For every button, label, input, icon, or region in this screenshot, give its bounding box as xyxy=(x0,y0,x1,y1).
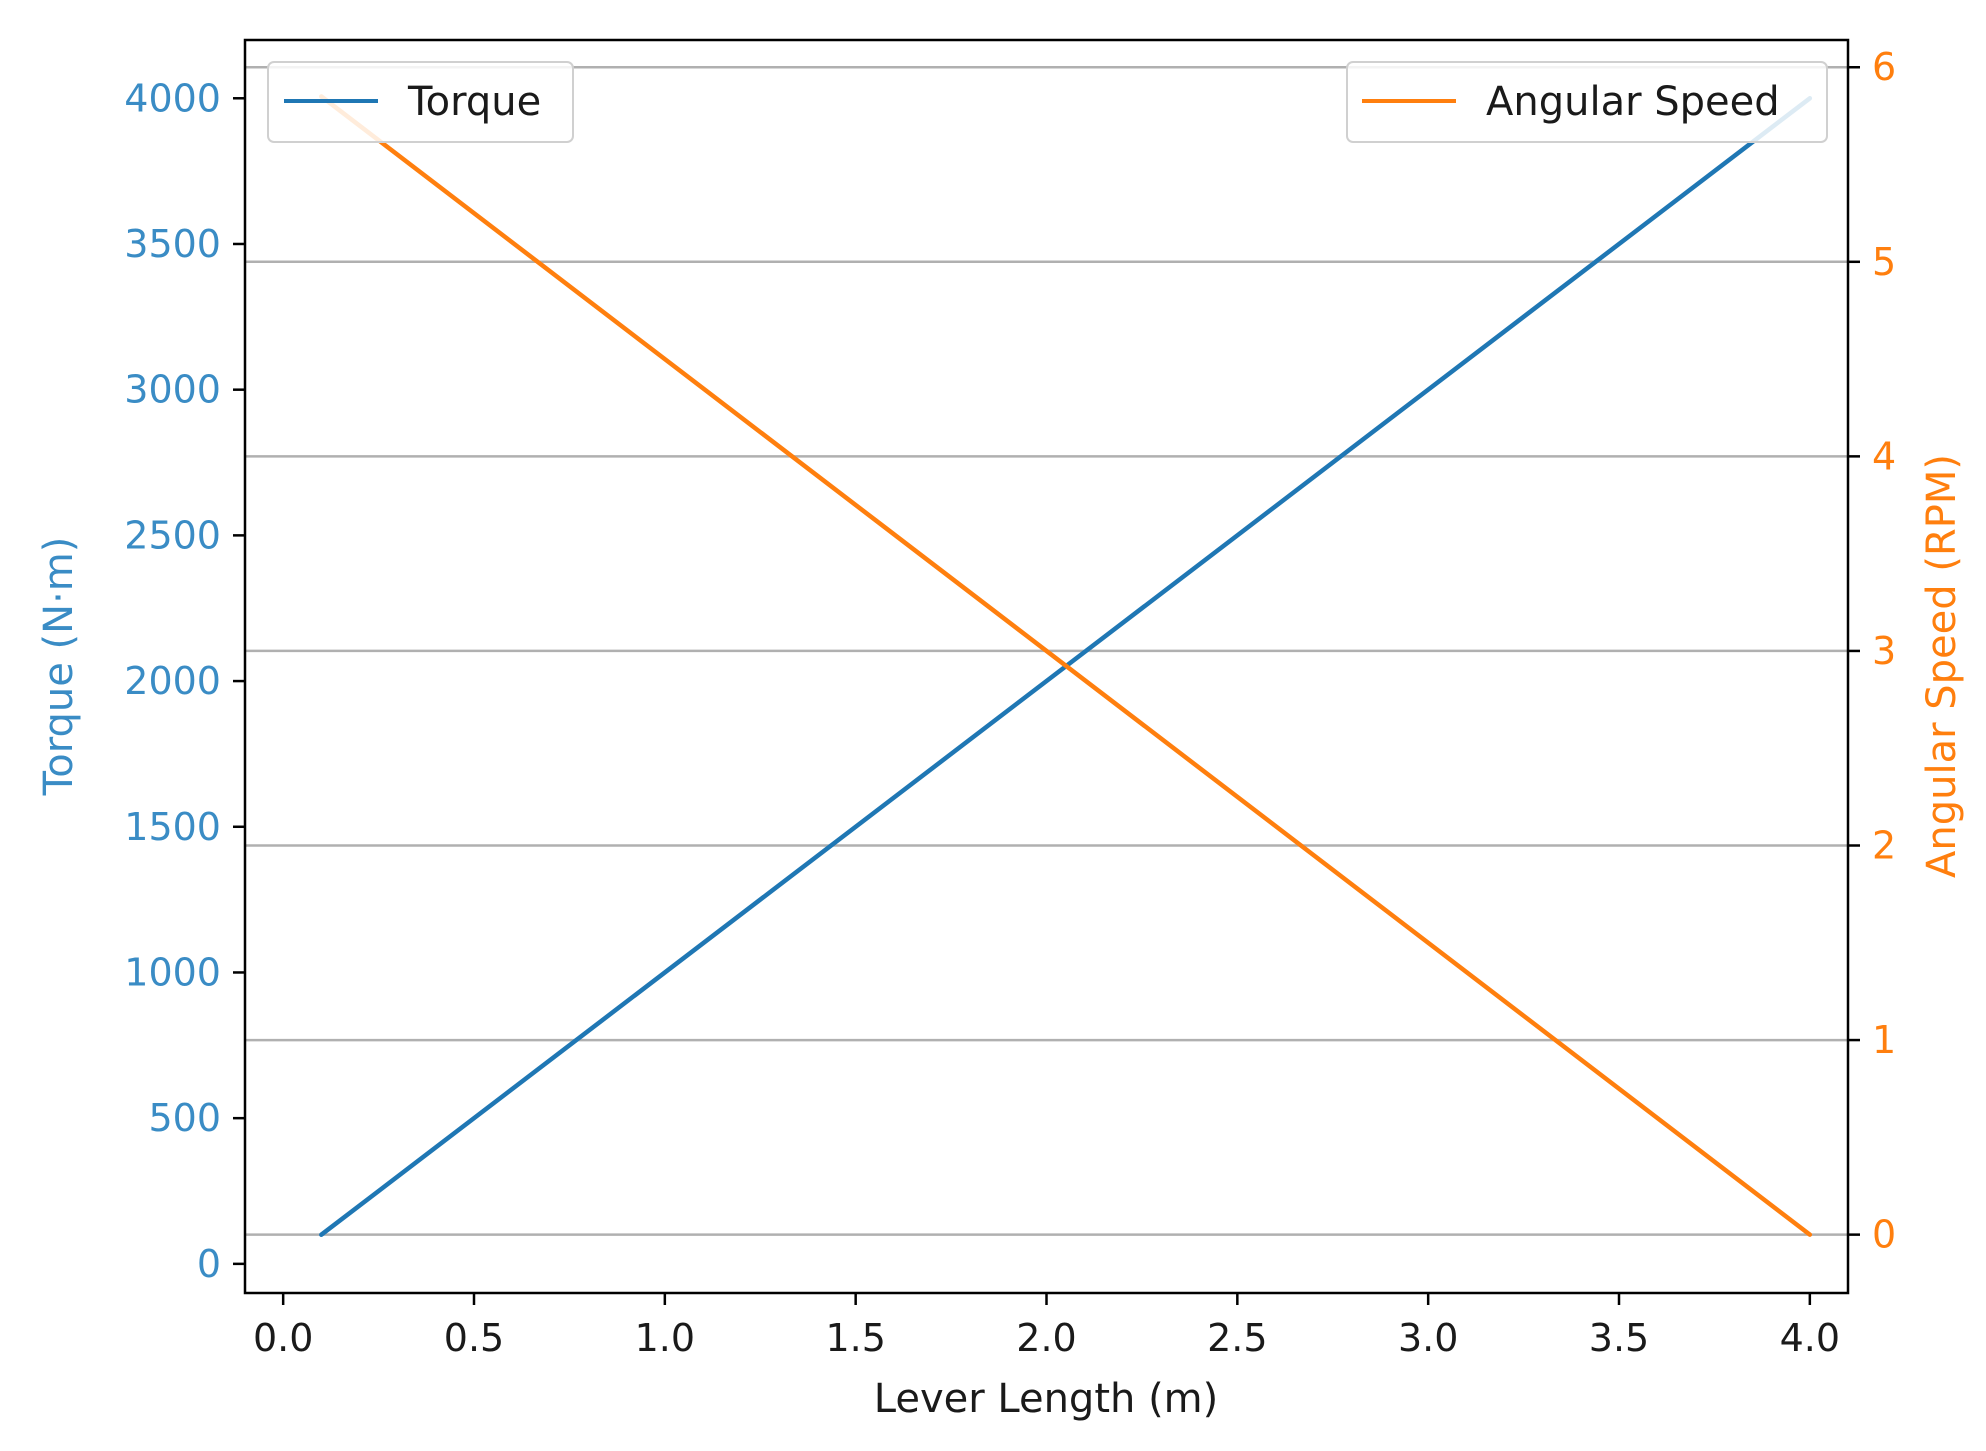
left-y-tick-label: 0 xyxy=(197,1242,221,1286)
left-y-tick-label: 1000 xyxy=(124,950,221,994)
x-tick-label: 1.5 xyxy=(825,1316,885,1360)
right-y-tick-label: 3 xyxy=(1872,629,1896,673)
x-tick-label: 4.0 xyxy=(1780,1316,1840,1360)
left-y-tick-label: 1500 xyxy=(124,805,221,849)
legend-torque-label: Torque xyxy=(407,79,541,125)
right-y-tick-label: 2 xyxy=(1872,824,1896,868)
left-y-axis-ticks: 0 500 1000 1500 2000 2500 3000 3500 4000 xyxy=(124,76,245,1286)
left-y-tick-label: 4000 xyxy=(124,76,221,120)
left-y-axis-label: Torque (N·m) xyxy=(36,537,82,797)
right-y-axis-ticks: 0 1 2 3 4 5 6 xyxy=(1848,45,1896,1257)
x-tick-label: 1.0 xyxy=(635,1316,695,1360)
right-y-tick-label: 4 xyxy=(1872,434,1896,478)
left-y-tick-label: 500 xyxy=(148,1096,221,1140)
x-tick-label: 2.5 xyxy=(1207,1316,1267,1360)
plot-frame xyxy=(243,38,1850,1295)
legend-left: Torque xyxy=(267,61,574,143)
x-tick-label: 3.5 xyxy=(1589,1316,1649,1360)
x-axis-label: Lever Length (m) xyxy=(874,1376,1219,1422)
x-tick-label: 3.0 xyxy=(1398,1316,1458,1360)
x-tick-label: 2.0 xyxy=(1016,1316,1076,1360)
right-y-tick-label: 5 xyxy=(1872,240,1896,284)
right-y-tick-label: 0 xyxy=(1872,1213,1896,1257)
right-y-tick-label: 6 xyxy=(1872,45,1896,89)
series-lines xyxy=(319,94,1813,1237)
angular-speed-line xyxy=(319,94,1813,1237)
x-tick-label: 0.0 xyxy=(253,1316,313,1360)
legend-right: Angular Speed xyxy=(1346,61,1828,143)
legend-angular-speed-label: Angular Speed xyxy=(1486,79,1780,125)
legend-left-box xyxy=(267,61,574,143)
left-y-tick-label: 3500 xyxy=(124,222,221,266)
left-y-tick-label: 2000 xyxy=(124,659,221,703)
left-y-tick-label: 2500 xyxy=(124,513,221,557)
left-y-tick-label: 3000 xyxy=(124,368,221,412)
x-tick-label: 0.5 xyxy=(444,1316,504,1360)
legend-right-box xyxy=(1346,61,1828,143)
x-axis-ticks: 0.0 0.5 1.0 1.5 2.0 2.5 3.0 3.5 4.0 xyxy=(253,1293,1840,1360)
right-y-tick-label: 1 xyxy=(1872,1018,1896,1062)
right-y-axis-label: Angular Speed (RPM) xyxy=(1919,454,1965,878)
